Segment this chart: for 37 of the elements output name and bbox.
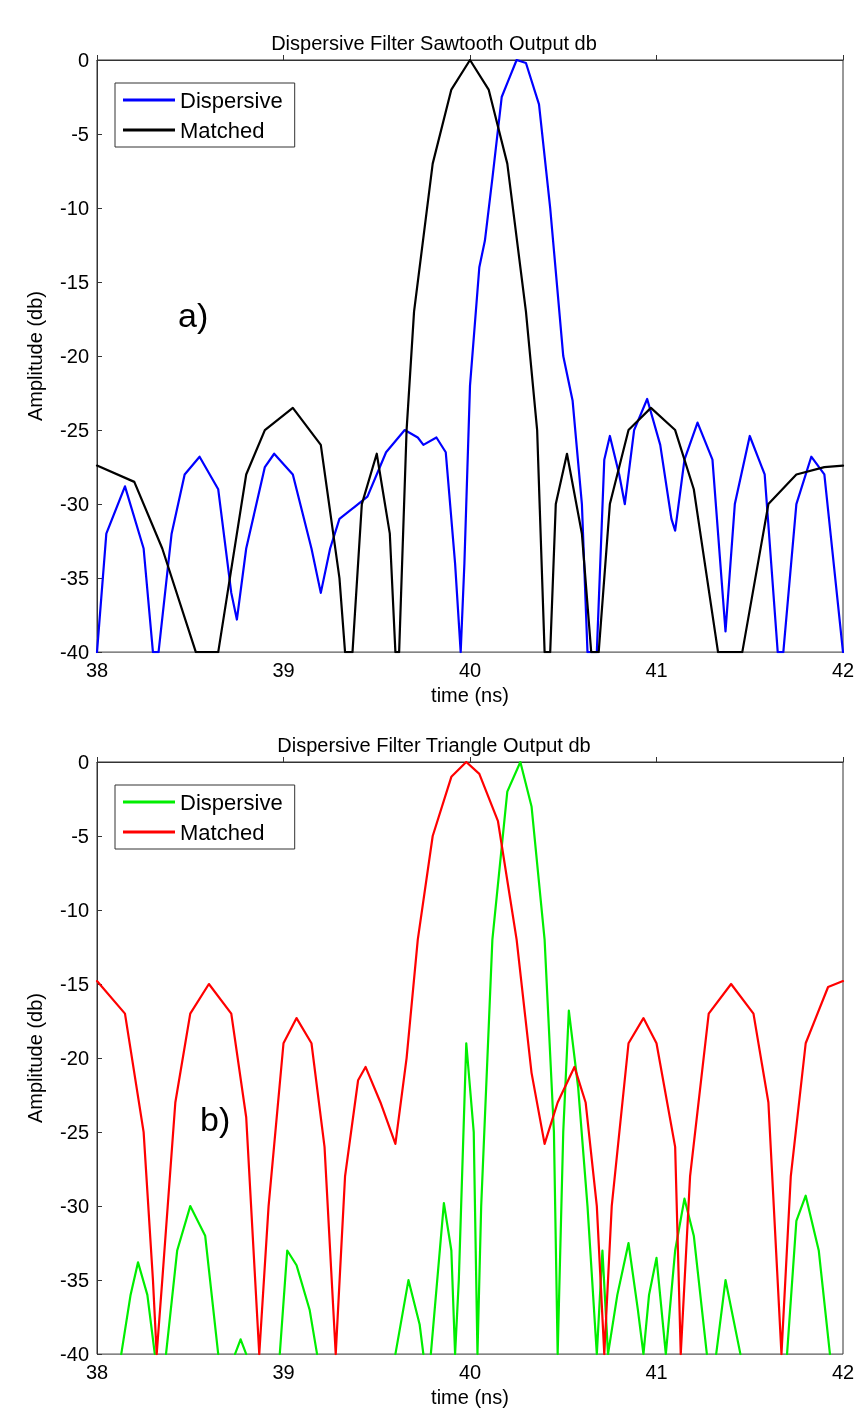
x-tick-label: 42: [831, 659, 855, 682]
x-tick-label: 41: [645, 1361, 668, 1384]
legend-label: Dispersive: [180, 87, 283, 113]
annotation: b): [200, 1100, 231, 1138]
y-tick-label: -30: [60, 493, 89, 516]
legend-label: Matched: [180, 819, 265, 845]
y-axis-title: Amplitude (db): [24, 291, 46, 422]
x-tick-label: 39: [272, 1361, 295, 1384]
y-tick-label: -20: [60, 1047, 89, 1070]
y-tick-label: -10: [60, 899, 89, 922]
y-tick-label: -10: [60, 197, 89, 220]
chart-title: Dispersive Filter Sawtooth Output db: [271, 32, 597, 54]
y-tick-label: -5: [71, 123, 89, 146]
x-axis-title: time (ns): [431, 1386, 509, 1408]
y-axis-title: Amplitude (db): [24, 993, 46, 1124]
y-tick-label: -5: [71, 825, 89, 848]
x-tick-label: 39: [272, 659, 295, 682]
line-series: [95, 58, 845, 654]
x-tick-label: 40: [458, 659, 482, 682]
chart-title: Dispersive Filter Triangle Output db: [277, 734, 591, 756]
x-tick-label: 42: [831, 1361, 855, 1384]
x-tick-label: 40: [458, 1361, 482, 1384]
y-tick-label: -25: [60, 419, 89, 442]
y-tick-label: -30: [60, 1195, 89, 1218]
y-tick-label: -15: [60, 271, 89, 294]
legend-label: Matched: [180, 117, 265, 143]
y-tick-label: -20: [60, 345, 89, 368]
x-axis-title: time (ns): [431, 684, 509, 706]
y-tick-label: 0: [77, 49, 89, 71]
x-tick-label: 41: [645, 659, 668, 682]
y-tick-label: -35: [60, 567, 89, 590]
y-tick-label: 0: [77, 751, 89, 773]
legend-label: Dispersive: [180, 789, 283, 815]
y-tick-label: -15: [60, 973, 89, 996]
annotation: a): [178, 296, 209, 334]
y-tick-label: -25: [60, 1121, 89, 1144]
y-tick-label: -35: [60, 1269, 89, 1292]
